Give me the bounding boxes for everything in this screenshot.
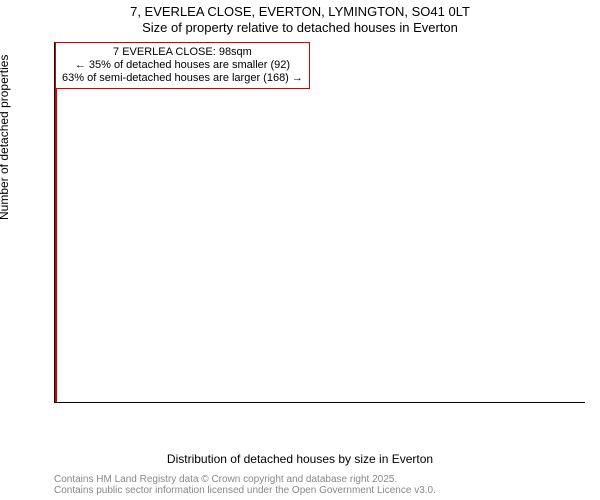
- chart-title-line2: Size of property relative to detached ho…: [0, 20, 600, 35]
- chart-title-line1: 7, EVERLEA CLOSE, EVERTON, LYMINGTON, SO…: [0, 4, 600, 19]
- callout-line2: ← 35% of detached houses are smaller (92…: [62, 59, 303, 72]
- callout-box: 7 EVERLEA CLOSE: 98sqm ← 35% of detached…: [55, 42, 310, 89]
- subject-marker-line: [55, 42, 57, 402]
- footer-line1: Contains HM Land Registry data © Crown c…: [54, 474, 436, 485]
- callout-line3: 63% of semi-detached houses are larger (…: [62, 72, 303, 85]
- callout-line1: 7 EVERLEA CLOSE: 98sqm: [62, 46, 303, 59]
- footer-attribution: Contains HM Land Registry data © Crown c…: [54, 474, 436, 496]
- chart-container: 7, EVERLEA CLOSE, EVERTON, LYMINGTON, SO…: [0, 0, 600, 500]
- y-axis-label: Number of detached properties: [0, 55, 11, 220]
- plot-area: 7 EVERLEA CLOSE: 98sqm ← 35% of detached…: [54, 42, 585, 403]
- footer-line2: Contains public sector information licen…: [54, 485, 436, 496]
- x-axis-label: Distribution of detached houses by size …: [0, 452, 600, 466]
